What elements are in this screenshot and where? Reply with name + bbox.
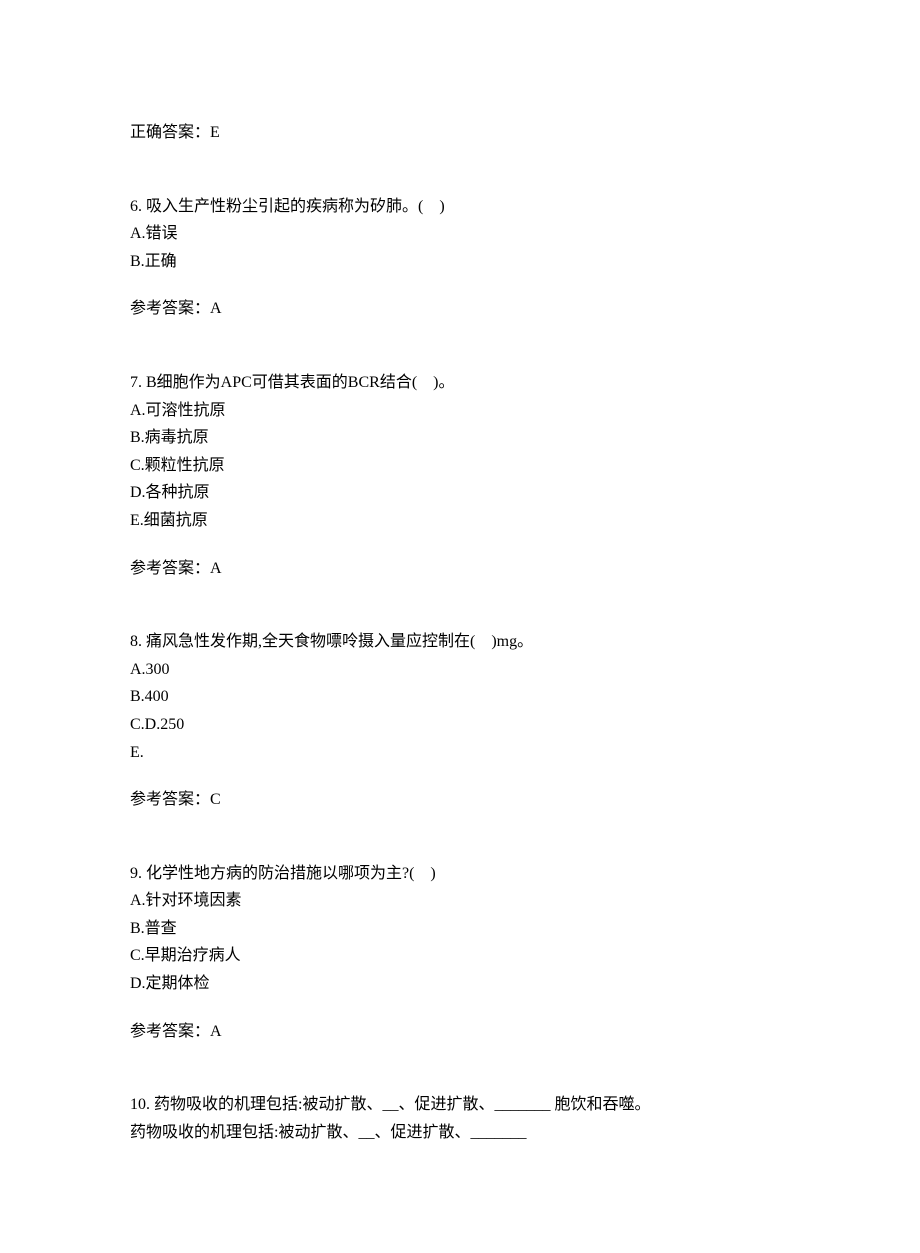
question-8: 8. 痛风急性发作期,全天食物嘌呤摄入量应控制在( )mg。 A.300 B.4… <box>130 629 790 813</box>
option-a: A.针对环境因素 <box>130 888 790 914</box>
question-text: 10. 药物吸收的机理包括:被动扩散、__、促进扩散、_______ 胞饮和吞噬… <box>130 1092 790 1118</box>
question-number: 9. <box>130 865 142 882</box>
answer-value: A <box>210 300 222 317</box>
top-answer-value: E <box>210 124 220 141</box>
option-d: D.定期体检 <box>130 971 790 997</box>
question-text: 8. 痛风急性发作期,全天食物嘌呤摄入量应控制在( )mg。 <box>130 629 790 655</box>
answer-value: A <box>210 1023 222 1040</box>
reference-answer: 参考答案：A <box>130 1019 790 1045</box>
question-body: 吸入生产性粉尘引起的疾病称为矽肺。( ) <box>146 198 445 215</box>
option-b: B.正确 <box>130 249 790 275</box>
answer-label: 参考答案： <box>130 1023 210 1040</box>
question-6: 6. 吸入生产性粉尘引起的疾病称为矽肺。( ) A.错误 B.正确 参考答案：A <box>130 194 790 322</box>
question-number: 6. <box>130 198 142 215</box>
option-e: E. <box>130 740 790 766</box>
option-b: B.普查 <box>130 916 790 942</box>
option-a: A.错误 <box>130 221 790 247</box>
question-9: 9. 化学性地方病的防治措施以哪项为主?( ) A.针对环境因素 B.普查 C.… <box>130 861 790 1045</box>
question-extra-line: 药物吸收的机理包括:被动扩散、__、促进扩散、_______ <box>130 1120 790 1146</box>
reference-answer: 参考答案：C <box>130 787 790 813</box>
question-number: 10. <box>130 1096 150 1113</box>
reference-answer: 参考答案：A <box>130 556 790 582</box>
option-c: C.D.250 <box>130 712 790 738</box>
question-body: 痛风急性发作期,全天食物嘌呤摄入量应控制在( )mg。 <box>146 633 533 650</box>
reference-answer: 参考答案：A <box>130 296 790 322</box>
question-10: 10. 药物吸收的机理包括:被动扩散、__、促进扩散、_______ 胞饮和吞噬… <box>130 1092 790 1145</box>
question-body: 化学性地方病的防治措施以哪项为主?( ) <box>146 865 436 882</box>
option-b: B.400 <box>130 684 790 710</box>
answer-value: A <box>210 560 222 577</box>
top-correct-answer: 正确答案：E <box>130 120 790 146</box>
question-7: 7. B细胞作为APC可借其表面的BCR结合( )。 A.可溶性抗原 B.病毒抗… <box>130 370 790 581</box>
question-number: 7. <box>130 374 142 391</box>
question-body: B细胞作为APC可借其表面的BCR结合( )。 <box>146 374 454 391</box>
answer-value: C <box>210 791 221 808</box>
question-text: 9. 化学性地方病的防治措施以哪项为主?( ) <box>130 861 790 887</box>
top-answer-label: 正确答案： <box>130 124 210 141</box>
question-number: 8. <box>130 633 142 650</box>
option-c: C.颗粒性抗原 <box>130 453 790 479</box>
option-e: E.细菌抗原 <box>130 508 790 534</box>
answer-label: 参考答案： <box>130 560 210 577</box>
question-text: 7. B细胞作为APC可借其表面的BCR结合( )。 <box>130 370 790 396</box>
option-a: A.300 <box>130 657 790 683</box>
option-b: B.病毒抗原 <box>130 425 790 451</box>
answer-label: 参考答案： <box>130 791 210 808</box>
question-body: 药物吸收的机理包括:被动扩散、__、促进扩散、_______ 胞饮和吞噬。 <box>154 1096 650 1113</box>
answer-label: 参考答案： <box>130 300 210 317</box>
option-d: D.各种抗原 <box>130 480 790 506</box>
question-text: 6. 吸入生产性粉尘引起的疾病称为矽肺。( ) <box>130 194 790 220</box>
option-c: C.早期治疗病人 <box>130 943 790 969</box>
option-a: A.可溶性抗原 <box>130 398 790 424</box>
